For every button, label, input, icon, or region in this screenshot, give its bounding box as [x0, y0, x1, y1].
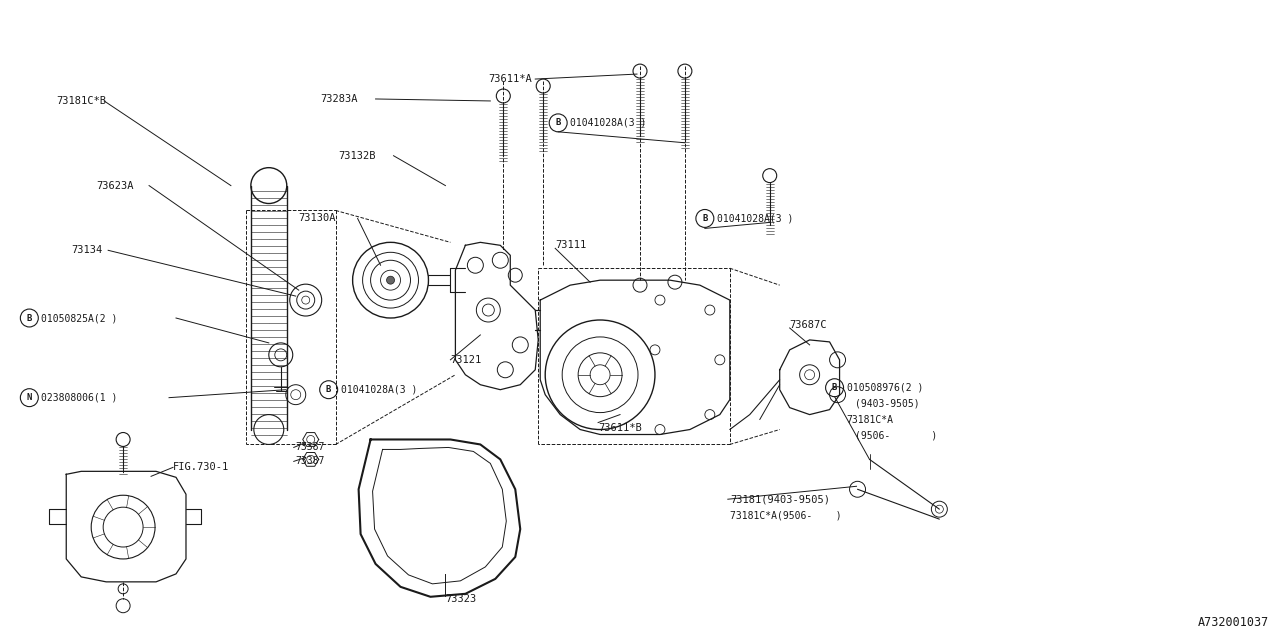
- Text: 73181C*B: 73181C*B: [56, 96, 106, 106]
- Text: 01041028A(3 ): 01041028A(3 ): [340, 385, 417, 395]
- Text: 73132B: 73132B: [339, 150, 376, 161]
- Text: B: B: [703, 214, 708, 223]
- Text: 73611*B: 73611*B: [598, 422, 641, 433]
- Text: B: B: [832, 383, 837, 392]
- Text: 73181C*A: 73181C*A: [846, 415, 893, 424]
- Text: 73181C*A(9506-    ): 73181C*A(9506- ): [730, 510, 841, 520]
- Text: 73623A: 73623A: [96, 180, 133, 191]
- Text: 73611*A: 73611*A: [489, 74, 532, 84]
- Text: B: B: [556, 118, 561, 127]
- Text: 023808006(1 ): 023808006(1 ): [41, 393, 118, 403]
- Text: 73687C: 73687C: [790, 320, 827, 330]
- Text: (9403-9505): (9403-9505): [855, 399, 919, 408]
- Text: (9506-       ): (9506- ): [855, 431, 937, 440]
- Text: 73387: 73387: [296, 456, 325, 467]
- Text: 01041028A(3 ): 01041028A(3 ): [717, 214, 794, 223]
- Text: 73121: 73121: [451, 355, 481, 365]
- Text: 73130A: 73130A: [298, 214, 337, 223]
- Text: 73323: 73323: [445, 594, 476, 604]
- Text: 010508976(2 ): 010508976(2 ): [846, 383, 923, 393]
- Circle shape: [387, 276, 394, 284]
- Text: 01050825A(2 ): 01050825A(2 ): [41, 313, 118, 323]
- Text: N: N: [27, 393, 32, 402]
- Text: 73111: 73111: [556, 241, 586, 250]
- Text: 73181(9403-9505): 73181(9403-9505): [730, 494, 829, 504]
- Text: FIG.730-1: FIG.730-1: [173, 462, 229, 472]
- Text: 73283A: 73283A: [321, 94, 358, 104]
- Text: 73134: 73134: [72, 245, 102, 255]
- Text: B: B: [326, 385, 332, 394]
- Text: 01041028A(3 ): 01041028A(3 ): [570, 118, 646, 128]
- Text: A732001037: A732001037: [1197, 616, 1268, 628]
- Text: 73387: 73387: [296, 442, 325, 452]
- Text: B: B: [27, 314, 32, 323]
